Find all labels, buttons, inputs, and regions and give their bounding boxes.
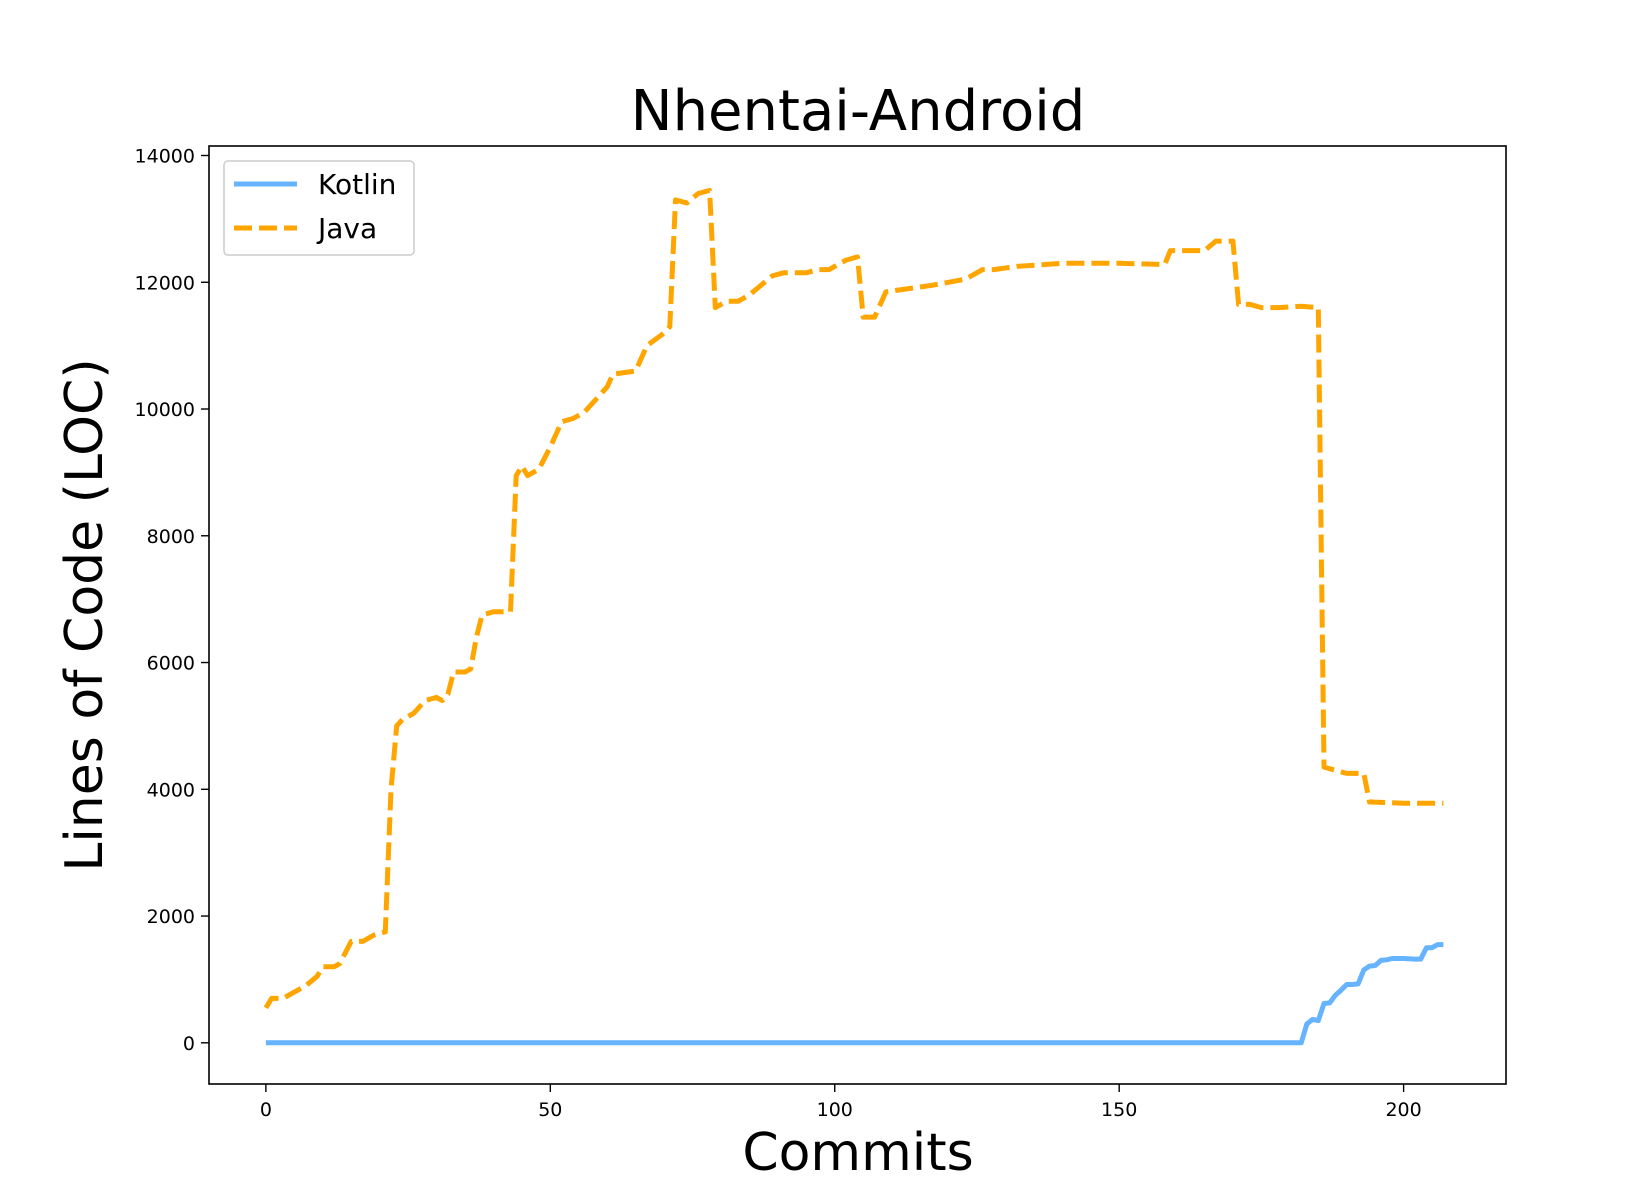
- y-tick-label: 0: [183, 1033, 195, 1055]
- y-tick-label: 8000: [147, 526, 195, 548]
- y-axis-label: Lines of Code (LOC): [55, 358, 115, 871]
- x-tick-label: 100: [817, 1099, 853, 1121]
- chart-title: Nhentai-Android: [631, 79, 1086, 144]
- x-tick-label: 50: [538, 1099, 562, 1121]
- x-tick-label: 200: [1385, 1099, 1421, 1121]
- x-axis-label: Commits: [742, 1123, 973, 1183]
- x-axis: 0 50 100 150 200: [260, 1084, 1422, 1121]
- legend: Kotlin Java: [223, 160, 415, 256]
- series-layer: [263, 187, 1444, 1046]
- legend-label-java: Java: [316, 212, 377, 245]
- y-tick-label: 12000: [135, 272, 195, 294]
- y-tick-label: 14000: [135, 146, 195, 168]
- series-line-java: [263, 187, 1444, 1010]
- y-tick-label: 4000: [147, 779, 195, 801]
- y-tick-label: 10000: [135, 399, 195, 421]
- y-tick-label: 6000: [147, 653, 195, 675]
- y-tick-label: 2000: [147, 906, 195, 928]
- legend-label-kotlin: Kotlin: [318, 168, 396, 201]
- y-axis: 0 2000 4000 6000 8000 10000 12000 14000: [135, 146, 209, 1055]
- x-tick-label: 0: [260, 1099, 272, 1121]
- plot-area-frame: [208, 145, 1507, 1085]
- x-tick-label: 150: [1101, 1099, 1137, 1121]
- series-line-kotlin: [265, 942, 1444, 1046]
